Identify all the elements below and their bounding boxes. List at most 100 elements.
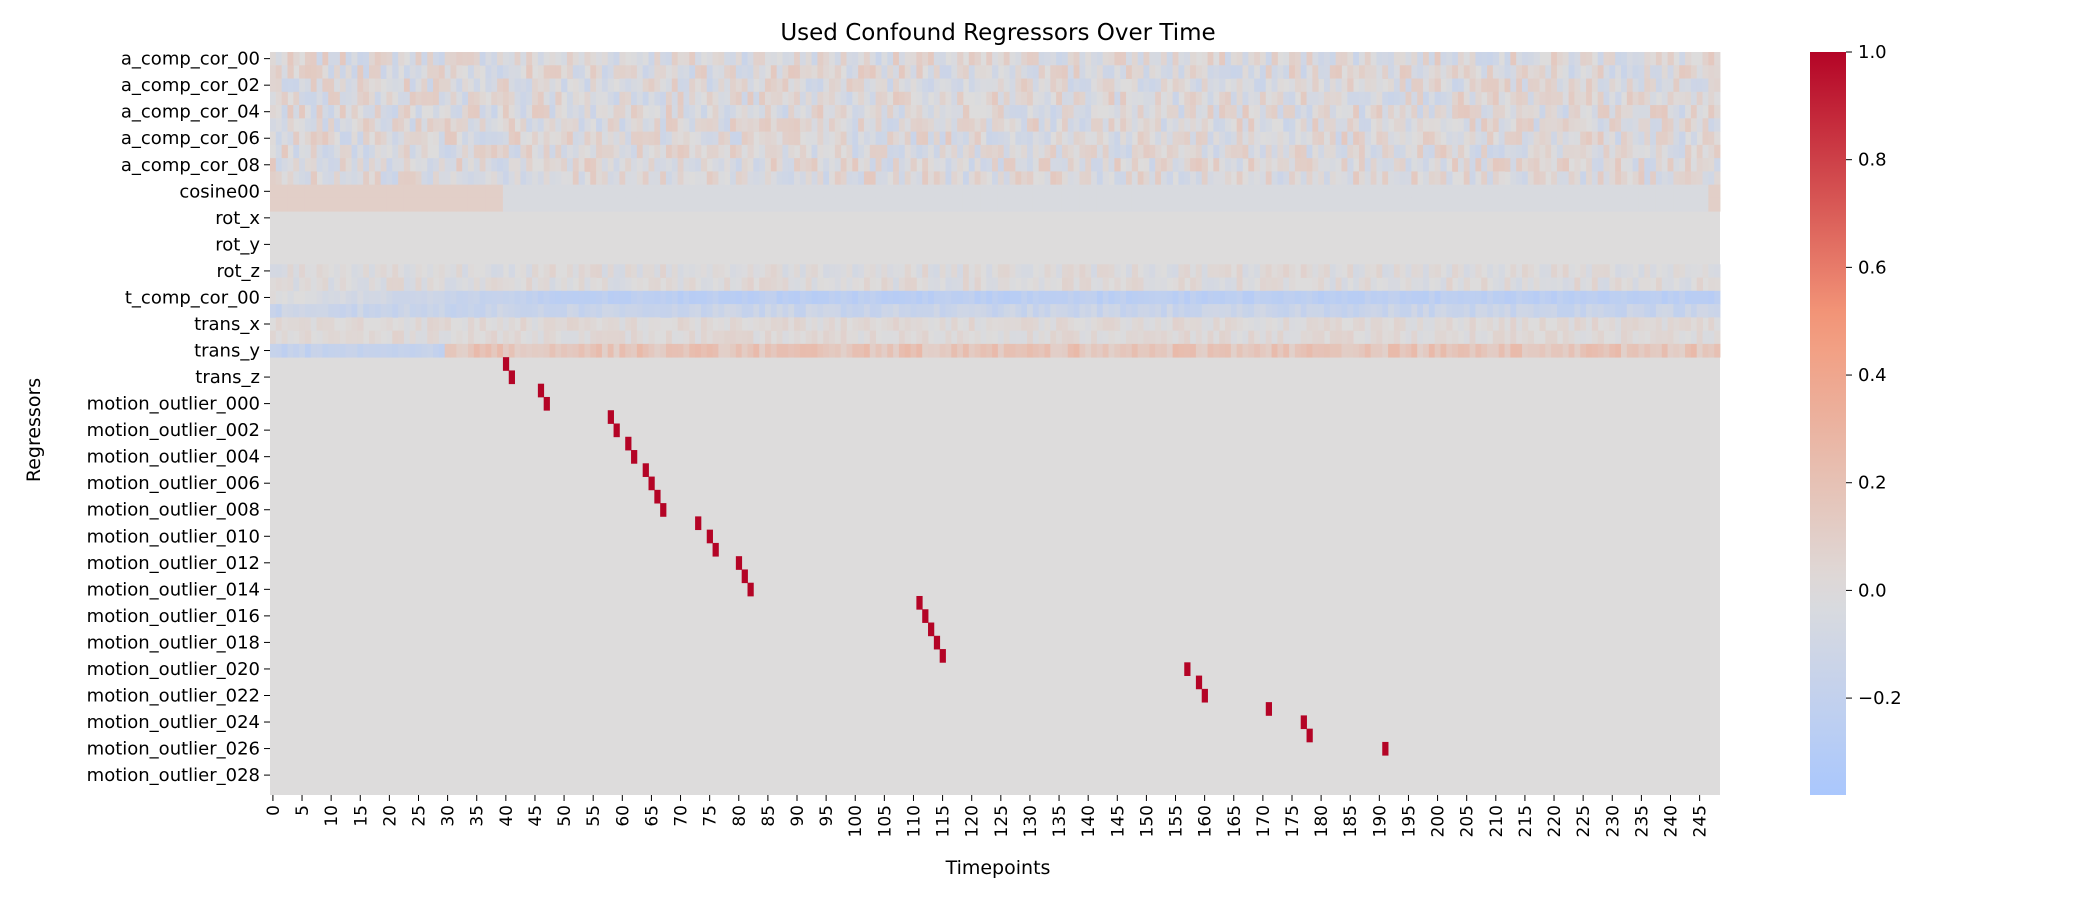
heatmap-cell (1545, 343, 1552, 358)
heatmap-cell (427, 78, 434, 93)
heatmap-cell (1399, 144, 1406, 159)
heatmap-cell (1580, 171, 1587, 186)
heatmap-cell (1679, 78, 1686, 93)
heatmap-cell (1522, 317, 1529, 332)
heatmap-cell (631, 131, 638, 146)
heatmap-cell (1061, 158, 1069, 172)
heatmap-cell (724, 65, 731, 79)
heatmap-cell (974, 330, 981, 345)
heatmap-cell (578, 78, 585, 93)
heatmap-cell (316, 118, 323, 133)
heatmap-cell (770, 118, 778, 133)
heatmap-cell (875, 304, 882, 318)
heatmap-cell (601, 330, 609, 345)
heatmap-cell (1574, 52, 1581, 66)
heatmap-cell (735, 264, 743, 278)
heatmap-cell (695, 52, 702, 66)
heatmap-cell (945, 304, 952, 318)
heatmap-cell (1597, 330, 1604, 345)
heatmap-cell (304, 78, 312, 93)
heatmap-cell (473, 131, 481, 146)
heatmap-cell (863, 343, 871, 358)
heatmap-cell (852, 264, 859, 278)
heatmap-cell (1667, 118, 1674, 133)
heatmap-cell (473, 197, 481, 212)
heatmap-cell (1126, 330, 1133, 345)
heatmap-cell (840, 343, 847, 358)
heatmap-cell (1015, 317, 1022, 332)
heatmap-cell (898, 290, 906, 305)
outlier-cell (508, 370, 515, 385)
heatmap-cell (706, 330, 713, 345)
heatmap-cell (852, 197, 859, 212)
heatmap-cell (631, 52, 638, 66)
heatmap-cell (520, 343, 527, 358)
heatmap-cell (1399, 264, 1406, 278)
heatmap-cell (887, 317, 894, 332)
heatmap-cell (1003, 144, 1010, 159)
heatmap-cell (1353, 91, 1360, 106)
x-tick-label: 160 (1196, 805, 1216, 837)
heatmap-cell (1644, 131, 1651, 146)
heatmap-cell (700, 118, 708, 133)
heatmap-cell (334, 197, 341, 212)
x-tick-label: 20 (380, 805, 400, 827)
heatmap-cell (1003, 264, 1010, 278)
heatmap-cell (770, 131, 778, 146)
heatmap-cell (1556, 65, 1564, 79)
heatmap-cell (1673, 105, 1680, 119)
heatmap-cell (735, 65, 743, 79)
heatmap-cell (281, 304, 288, 318)
heatmap-cell (1044, 264, 1051, 278)
heatmap-cell (683, 290, 690, 305)
heatmap-cell (1417, 52, 1424, 66)
heatmap-cell (764, 264, 772, 278)
heatmap-cell (945, 184, 952, 199)
heatmap-cell (1498, 91, 1505, 106)
heatmap-cell (462, 52, 469, 66)
heatmap-cell (910, 131, 917, 146)
heatmap-cell (473, 144, 481, 159)
heatmap-cell (735, 118, 743, 133)
heatmap-cell (1685, 264, 1692, 278)
heatmap-cell (299, 330, 306, 345)
heatmap-cell (683, 144, 690, 159)
heatmap-cell (304, 158, 312, 172)
heatmap-cell (712, 118, 719, 133)
heatmap-cell (299, 277, 306, 292)
heatmap-cell (788, 52, 795, 66)
heatmap-cell (1615, 264, 1622, 278)
heatmap-cell (1661, 105, 1668, 119)
heatmap-cell (1638, 330, 1645, 345)
heatmap-cell (1102, 158, 1109, 172)
x-tick-label: 120 (963, 805, 983, 837)
heatmap-cell (1184, 330, 1191, 345)
heatmap-cell (741, 343, 748, 358)
heatmap-cell (1522, 158, 1529, 172)
heatmap-cell (898, 78, 906, 93)
heatmap-cell (1452, 184, 1459, 199)
heatmap-cell (1137, 277, 1144, 292)
heatmap-cell (1120, 330, 1127, 345)
heatmap-cell (665, 118, 673, 133)
heatmap-cell (1510, 144, 1517, 159)
heatmap-cell (1329, 184, 1337, 199)
heatmap-cell (607, 317, 614, 332)
heatmap-cell (834, 171, 842, 186)
heatmap-cell (1714, 171, 1721, 186)
heatmap-cell (1283, 343, 1290, 358)
heatmap-cell (1388, 158, 1395, 172)
x-tick-label: 5 (293, 805, 313, 816)
heatmap-cell (997, 105, 1005, 119)
colorbar-tick-label: 0.2 (1858, 473, 1887, 494)
heatmap-cell (572, 65, 580, 79)
heatmap-cell (858, 144, 865, 159)
heatmap-cell (467, 52, 475, 66)
heatmap-cell (794, 131, 801, 146)
heatmap-cell (1038, 131, 1045, 146)
heatmap-cell (287, 131, 294, 146)
heatmap-cell (1306, 52, 1313, 66)
x-tick-label: 145 (1108, 805, 1128, 837)
heatmap-cell (1283, 105, 1290, 119)
heatmap-cell (654, 91, 661, 106)
